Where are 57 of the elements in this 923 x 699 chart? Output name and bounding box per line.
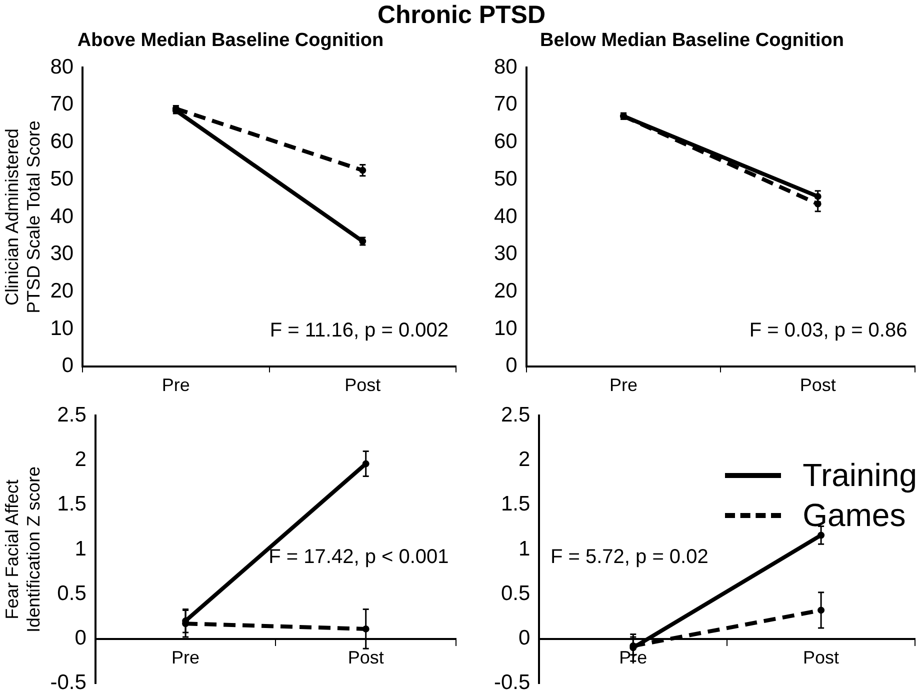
y-tick-label: 2.5 <box>500 403 530 426</box>
y-tick-label: 20 <box>50 279 74 302</box>
x-tick-label: Post <box>344 375 381 396</box>
y-tick-label: 0.5 <box>57 582 86 605</box>
y-tick-label: 70 <box>50 92 74 116</box>
x-tick-label: Pre <box>172 648 200 668</box>
x-tick-label: Pre <box>162 375 190 396</box>
y-tick-label: 60 <box>50 130 74 154</box>
x-tick-label: Post <box>348 648 384 668</box>
point <box>814 200 822 208</box>
y-tick-label: -0.5 <box>50 671 86 694</box>
annotation: F = 11.16, p = 0.002 <box>270 320 449 342</box>
y-tick-label: 10 <box>50 316 74 340</box>
y-tick-label: 1.5 <box>57 492 86 516</box>
y-tick-label: 30 <box>50 242 74 266</box>
y-tick-label: 1 <box>74 537 86 560</box>
point <box>359 166 366 174</box>
y-tick-label: 1.5 <box>500 492 530 516</box>
legend-label: Games <box>802 496 906 535</box>
y-tick-label: 0 <box>506 354 518 378</box>
y-tick-label: 30 <box>494 242 518 266</box>
y-tick-label: 0 <box>62 354 74 378</box>
y-tick-label: 80 <box>494 55 518 78</box>
x-tick-label: Post <box>803 648 840 668</box>
y-tick-label: 50 <box>494 167 518 190</box>
y-tick-label: 0.5 <box>500 582 530 605</box>
y-tick-label: 2.5 <box>57 403 86 426</box>
chart-title: Below Median Baseline Cognition <box>538 30 846 52</box>
y-tick-label: 2 <box>518 448 530 472</box>
y-tick-label: 10 <box>494 316 518 340</box>
x-tick-label: Pre <box>610 375 638 396</box>
y-tick-label: -0.5 <box>494 671 530 694</box>
point <box>362 460 370 468</box>
y-tick-label: 1 <box>518 537 530 560</box>
y-axis-title: Clinician Administered PTSD Scale Total Score <box>2 120 44 314</box>
chart-title: Chronic PTSD <box>376 0 547 30</box>
y-tick-label: 40 <box>50 204 74 228</box>
y-axis-title: Fear Facial Affect Identification Z score <box>2 466 44 633</box>
y-tick-label: 0 <box>518 626 530 650</box>
y-tick-label: 2 <box>74 448 86 472</box>
annotation: F = 0.03, p = 0.86 <box>749 320 908 342</box>
point <box>818 532 825 539</box>
annotation: F = 17.42, p < 0.001 <box>268 546 449 568</box>
point <box>818 606 825 614</box>
legend-label: Training <box>802 456 917 495</box>
y-tick-label: 0 <box>74 626 86 650</box>
x-tick-label: Post <box>800 375 836 396</box>
annotation: F = 5.72, p = 0.02 <box>550 546 708 568</box>
point <box>814 192 822 200</box>
y-tick-label: 40 <box>494 204 518 228</box>
chart-subtitle: Above Median Baseline Cognition <box>76 30 385 52</box>
y-tick-label: 70 <box>494 92 518 116</box>
point <box>362 625 370 632</box>
y-tick-label: 80 <box>50 55 74 78</box>
y-tick-label: 20 <box>494 279 518 302</box>
y-tick-label: 50 <box>50 167 74 190</box>
y-tick-label: 60 <box>494 130 518 154</box>
